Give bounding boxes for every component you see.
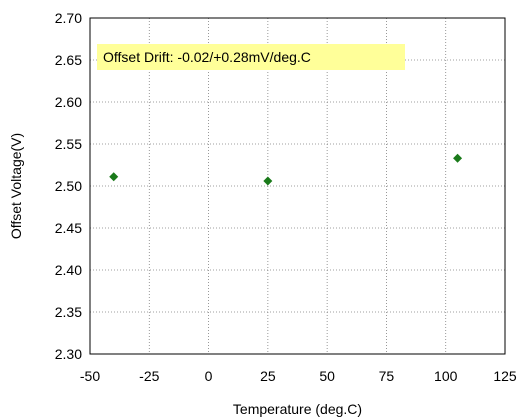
drift-annotation: Offset Drift: -0.02/+0.28mV/deg.C — [97, 44, 405, 70]
data-points — [109, 153, 463, 186]
x-tick-label: -50 — [80, 368, 100, 384]
x-tick-label: 125 — [493, 368, 517, 384]
x-axis-label: Temperature (deg.C) — [233, 401, 362, 417]
y-axis-label: Offset Voltage(V) — [8, 133, 24, 239]
y-tick-label: 2.60 — [55, 94, 82, 110]
data-point — [263, 176, 273, 186]
y-tick-label: 2.55 — [55, 136, 82, 152]
tick-labels: -50 -25 0 25 50 75 100 125 2.30 2.35 2.40 2.45 2.50 2… — [55, 10, 517, 384]
x-tick-label: 100 — [434, 368, 458, 384]
y-tick-label: 2.45 — [55, 220, 82, 236]
y-tick-label: 2.70 — [55, 10, 82, 26]
x-tick-label: 0 — [205, 368, 213, 384]
x-tick-label: -25 — [139, 368, 159, 384]
annotation-box — [97, 44, 405, 70]
x-tick-label: 75 — [379, 368, 395, 384]
y-tick-label: 2.40 — [55, 262, 82, 278]
data-point — [453, 153, 463, 163]
plot-frame — [89, 17, 506, 355]
y-tick-label: 2.35 — [55, 304, 82, 320]
x-tick-label: 50 — [319, 368, 335, 384]
y-tick-label: 2.50 — [55, 178, 82, 194]
x-tick-label: 25 — [260, 368, 276, 384]
y-tick-label: 2.65 — [55, 52, 82, 68]
y-tick-label: 2.30 — [55, 346, 82, 362]
annotation-text: Offset Drift: -0.02/+0.28mV/deg.C — [103, 49, 311, 65]
data-point — [109, 172, 119, 182]
